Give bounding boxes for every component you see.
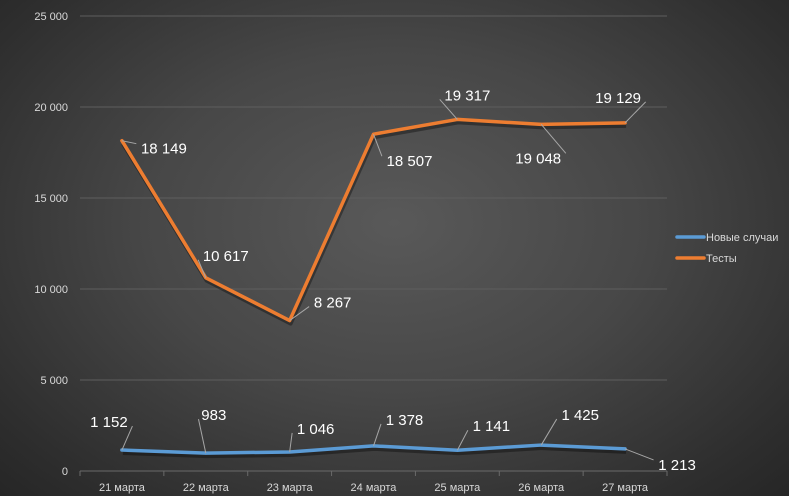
leader-line [373,423,382,447]
data-label: 1 425 [561,407,599,424]
leader-line [197,419,207,454]
x-tick-label: 22 марта [183,482,230,494]
data-label: 8 267 [314,295,352,312]
x-tick-label: 24 марта [351,482,398,494]
leader-line [289,306,310,321]
leader-line [540,124,567,154]
leader-line [624,448,654,461]
leader-line [439,99,458,120]
series-shadow [122,446,627,459]
x-tick-label: 25 марта [434,482,481,494]
data-label: 19 048 [515,150,561,167]
data-label: 1 378 [386,412,424,429]
x-tick-label: 21 марта [99,482,146,494]
y-tick-label: 5 000 [40,375,68,387]
data-label: 18 507 [387,153,433,170]
y-tick-label: 20 000 [34,102,68,114]
data-label: 1 046 [297,421,335,438]
y-tick-label: 15 000 [34,193,68,205]
leader-line [373,133,383,157]
leader-line [540,418,558,446]
data-label: 1 152 [90,414,128,431]
data-label: 19 129 [595,90,641,107]
y-tick-label: 0 [62,466,68,478]
data-label: 1 141 [473,418,511,435]
leader-line [197,259,207,278]
y-tick-label: 10 000 [34,284,68,296]
data-label: 1 213 [658,457,696,474]
data-label: 10 617 [203,248,249,265]
leader-line [289,432,293,453]
data-label: 983 [201,407,226,424]
x-tick-label: 27 марта [602,482,649,494]
leader-line [456,430,469,451]
legend-label: Новые случаи [706,232,778,244]
leader-line [121,425,133,451]
x-tick-label: 23 марта [267,482,314,494]
y-tick-label: 25 000 [34,11,68,23]
x-tick-label: 26 марта [518,482,565,494]
data-label: 18 149 [141,141,187,158]
data-label: 19 317 [444,87,490,104]
legend-label: Тесты [706,253,737,265]
leader-line [624,101,647,124]
leader-line [121,140,137,145]
